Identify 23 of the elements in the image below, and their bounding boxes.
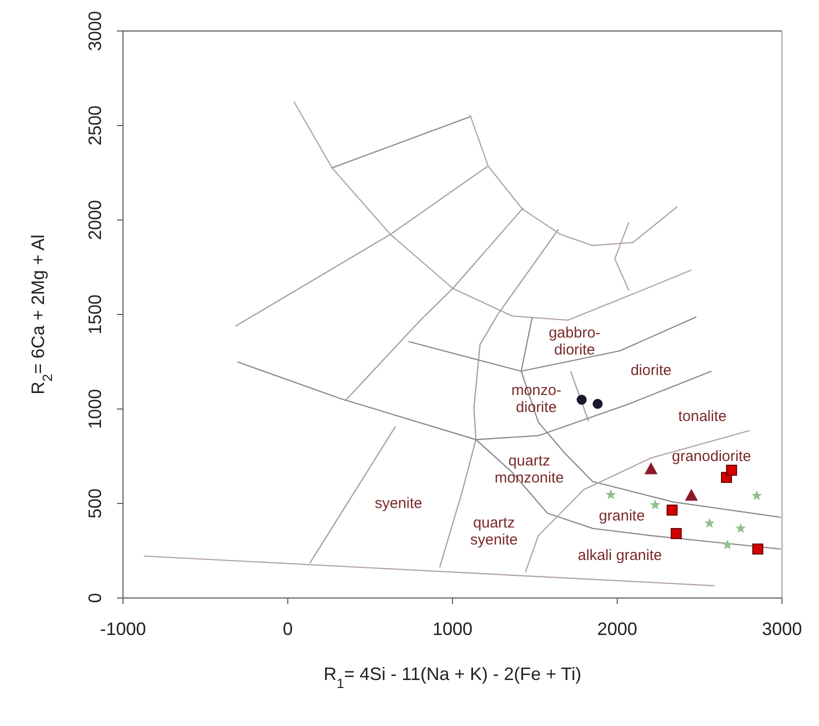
annotation: monzo- diorite <box>511 382 562 416</box>
annotation: alkali granite <box>578 547 662 564</box>
annotation: quartz monzonite <box>494 452 564 486</box>
annotation: diorite <box>630 362 672 380</box>
x-tick-label: 0 <box>282 618 293 639</box>
annotation: syenite <box>374 495 422 512</box>
x-tick-label: 2000 <box>597 618 638 639</box>
x-axis-title: R$_{1}$= 4Si - 11(Na + K) - 2(Fe + Ti) <box>324 664 582 690</box>
x-tick-label: 3000 <box>762 618 802 639</box>
annotation: granite <box>598 507 645 524</box>
annotation: granodiorite <box>672 448 752 465</box>
y-tick-label: 0 <box>85 592 105 604</box>
annotation: gabbro- diorite <box>548 324 600 358</box>
y-tick-label: 2500 <box>85 105 105 146</box>
x-tick-label: -1000 <box>100 618 146 639</box>
annotation: quartz syenite <box>470 514 518 549</box>
y-tick-label: 2000 <box>85 200 105 240</box>
y-tick-label: 500 <box>85 488 105 519</box>
y-tick-label: 1500 <box>85 294 105 335</box>
annotation: tonalite <box>678 408 727 426</box>
y-tick-label: 3000 <box>85 10 105 52</box>
x-tick-label: 1000 <box>432 618 473 639</box>
y-tick-label: 1000 <box>85 388 105 430</box>
